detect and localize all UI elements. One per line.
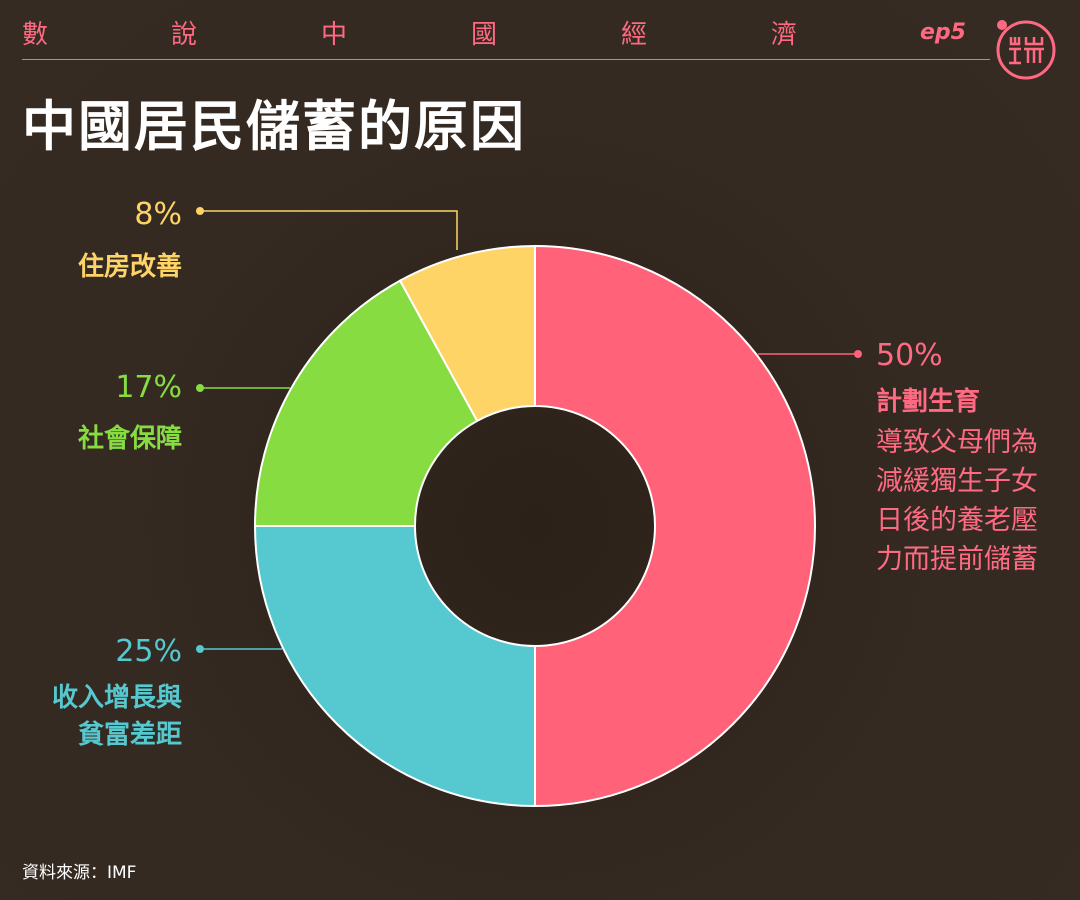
page-title: 中國居民儲蓄的原因 — [22, 95, 526, 158]
slice-family-planning — [534, 244, 816, 808]
leader-income-growth-dot — [196, 645, 204, 653]
category-label-line: 收入增長與 — [51, 683, 182, 713]
episode-label: ep5 — [920, 20, 966, 45]
slice-income-growth — [253, 525, 536, 808]
series-title: 數 說 中 國 經 濟 — [0, 14, 980, 50]
duan-logo-icon — [996, 20, 1056, 80]
leader-social-security-dot — [196, 384, 204, 392]
slice-social-security — [253, 279, 479, 527]
series-char: 數 — [21, 20, 49, 50]
category-label-line: 貧富差距 — [77, 720, 182, 750]
description-line: 力而提前儲蓄 — [876, 544, 1038, 575]
description-line: 導致父母們為 — [876, 427, 1038, 458]
leader-housing — [200, 210, 458, 250]
header-divider — [22, 59, 990, 60]
series-char: 國 — [470, 20, 498, 50]
category-label-social-security: 社會保障 — [77, 424, 182, 454]
category-label-family-planning: 計劃生育 — [876, 387, 981, 417]
description-line: 日後的養老壓 — [876, 505, 1038, 536]
value-label-social-security: 17% — [115, 370, 182, 405]
value-label-income-growth: 25% — [115, 634, 182, 669]
series-char: 濟 — [770, 20, 798, 50]
value-label-family-planning: 50% — [876, 338, 943, 373]
series-char: 說 — [170, 20, 198, 50]
series-char: 經 — [620, 20, 648, 50]
leader-housing-dot — [196, 207, 204, 215]
slice-housing — [398, 244, 536, 423]
value-label-housing: 8% — [134, 197, 182, 232]
category-label-income-growth: 收入增長與 貧富差距 — [10, 680, 182, 754]
source-note: 資料來源：IMF — [22, 863, 137, 883]
leader-family-planning-dot — [854, 350, 862, 358]
category-label-housing: 住房改善 — [77, 252, 182, 282]
description-family-planning: 導致父母們為 減緩獨生子女 日後的養老壓 力而提前儲蓄 — [876, 423, 1066, 579]
series-char: 中 — [320, 20, 348, 50]
description-line: 減緩獨生子女 — [876, 466, 1038, 497]
